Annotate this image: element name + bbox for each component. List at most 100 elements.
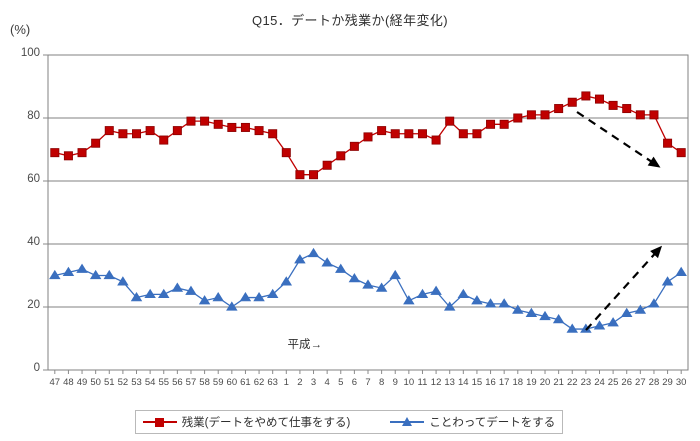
y-tick-label: 20 (27, 299, 40, 311)
x-tick-label: 59 (212, 377, 224, 388)
data-point-marker (145, 126, 155, 136)
x-tick-label: 17 (498, 377, 510, 388)
data-point-marker (295, 170, 305, 180)
data-point-marker (281, 148, 291, 158)
chart-legend: 残業(デートをやめて仕事をする) ことわってデートをする (135, 410, 563, 434)
x-tick-label: 9 (392, 377, 398, 388)
data-point-marker (539, 310, 551, 321)
data-point-marker (171, 282, 184, 292)
data-point-marker (581, 91, 591, 101)
x-tick-label: 11 (417, 377, 428, 388)
data-point-marker (458, 129, 468, 139)
data-point-marker (416, 288, 429, 299)
data-point-marker (593, 320, 606, 330)
data-point-marker (634, 304, 647, 314)
y-tick-label: 80 (27, 110, 40, 122)
data-point-marker (212, 291, 224, 302)
x-tick-label: 50 (90, 377, 101, 388)
legend-marker-square-icon (142, 416, 177, 428)
x-tick-label: 49 (76, 377, 88, 388)
data-point-marker (404, 129, 414, 139)
data-point-marker (377, 126, 387, 136)
x-tick-label: 23 (580, 377, 592, 388)
data-point-marker (512, 304, 524, 314)
data-point-marker (486, 119, 496, 129)
data-point-marker (254, 126, 264, 136)
declining-trend-arrow-head (647, 156, 661, 168)
x-tick-label: 3 (310, 377, 317, 388)
data-point-marker (375, 282, 388, 292)
data-point-marker (348, 273, 361, 283)
legend-label-overtime: 残業(デートをやめて仕事をする) (181, 417, 351, 429)
x-tick-label: 7 (365, 377, 371, 388)
y-tick-label: 40 (27, 236, 40, 248)
y-tick-label: 60 (27, 173, 40, 185)
data-point-marker (471, 295, 483, 305)
data-point-marker (608, 100, 618, 110)
data-point-marker (607, 317, 619, 327)
x-tick-label: 14 (458, 377, 469, 388)
rising-trend-arrow-head (650, 245, 663, 259)
plot-frame (47, 54, 689, 371)
x-tick-label: 55 (158, 377, 170, 388)
x-tick-label: 1 (283, 377, 289, 388)
data-point-marker (362, 279, 374, 289)
data-point-marker (390, 129, 400, 139)
data-point-marker (389, 269, 401, 280)
data-point-marker (336, 151, 346, 161)
data-point-marker (322, 160, 332, 170)
x-tick-label: 27 (635, 377, 646, 388)
data-point-marker (622, 104, 632, 114)
x-tick-label: 58 (199, 377, 210, 388)
x-tick-label: 48 (63, 377, 74, 388)
x-tick-label: 62 (253, 377, 265, 388)
data-point-marker (526, 110, 536, 120)
x-tick-label: 6 (351, 377, 358, 388)
declining-trend-arrow (576, 111, 659, 167)
x-tick-label: 22 (566, 377, 578, 388)
data-point-marker (498, 298, 510, 308)
data-point-marker (309, 170, 319, 180)
data-point-marker (307, 247, 320, 258)
x-tick-label: 16 (485, 377, 496, 388)
y-axis-unit-label: (%) (10, 22, 31, 37)
rising-trend-arrow (585, 247, 661, 331)
data-point-marker (663, 138, 673, 148)
data-point-marker (50, 148, 60, 158)
data-point-marker (484, 298, 497, 308)
x-tick-label: 57 (185, 377, 197, 388)
data-point-marker (513, 113, 523, 123)
data-point-marker (132, 129, 142, 139)
x-tick-label: 63 (267, 377, 278, 388)
legend-item-overtime: 残業(デートをやめて仕事をする) (142, 414, 351, 430)
x-tick-label: 8 (378, 377, 385, 388)
data-point-marker (227, 122, 237, 132)
data-point-marker (594, 94, 604, 104)
data-point-marker (198, 295, 211, 305)
x-tick-label: 47 (49, 377, 61, 388)
data-point-marker (349, 141, 359, 151)
data-point-marker (648, 298, 660, 308)
x-tick-label: 18 (512, 377, 524, 388)
x-tick-label: 25 (607, 377, 619, 388)
data-point-marker (335, 263, 347, 273)
y-tick-label: 0 (33, 362, 40, 374)
x-tick-label: 26 (621, 377, 633, 388)
data-point-marker (103, 269, 116, 280)
data-point-marker (213, 119, 223, 129)
data-point-marker (566, 323, 578, 333)
x-tick-label: 19 (526, 377, 537, 388)
x-tick-label: 52 (117, 377, 129, 388)
data-point-marker (91, 138, 101, 148)
x-tick-label: 21 (553, 377, 564, 388)
data-point-marker (63, 151, 73, 161)
data-point-marker (430, 285, 442, 295)
data-point-marker (540, 110, 550, 120)
chart-title: Q15．デートか残業か(経年変化) (251, 13, 449, 28)
x-tick-label: 15 (471, 377, 483, 388)
data-point-marker (89, 269, 102, 280)
data-point-marker (525, 307, 538, 317)
data-point-marker (443, 301, 456, 311)
data-point-marker (104, 126, 114, 136)
data-point-marker (144, 288, 156, 299)
